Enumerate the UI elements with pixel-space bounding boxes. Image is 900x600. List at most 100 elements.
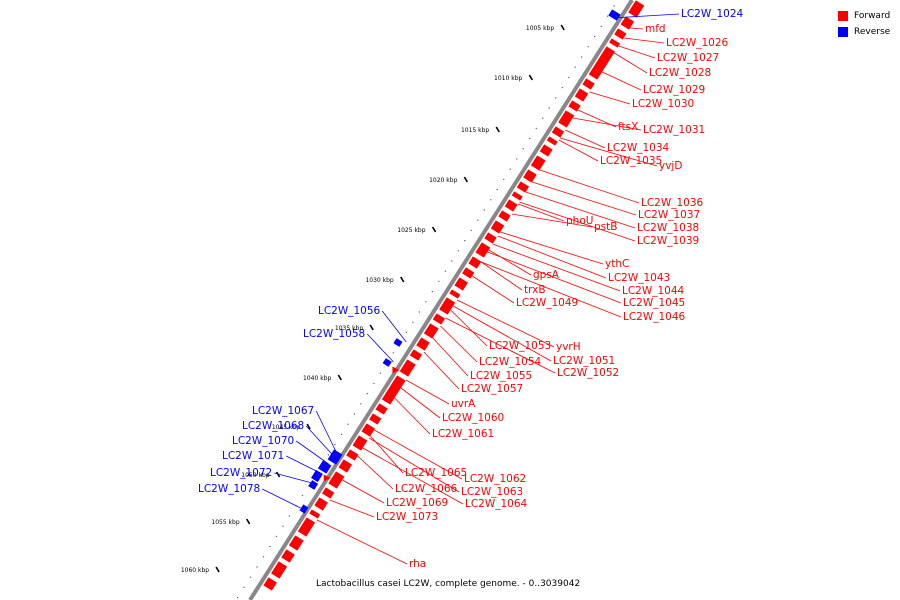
legend-forward-label: Forward: [854, 11, 891, 21]
forward-gene: [309, 509, 321, 519]
forward-label-leader: [614, 52, 648, 74]
forward-gene-label: ythC: [605, 258, 629, 270]
legend: Forward Reverse: [838, 8, 898, 40]
scale-tick-mark: [463, 176, 469, 183]
forward-gene-label: LC2W_1051: [553, 355, 615, 367]
forward-label-leader: [400, 387, 441, 419]
scale-ticks: 1005 kbp 1010 kbp 1015 kbp 1020 kbp 1025 kbp…: [181, 5, 615, 599]
track-dot: [373, 382, 375, 385]
forward-gene-label: yvrH: [556, 341, 581, 353]
forward-gene: [468, 256, 482, 269]
forward-label-leader: [500, 231, 604, 265]
forward-gene: [381, 375, 406, 405]
track-dot: [438, 280, 440, 283]
forward-gene-label: yvjD: [659, 160, 682, 172]
gene-features: [263, 0, 645, 591]
forward-label-leader: [316, 519, 408, 565]
forward-label-leader: [432, 337, 469, 377]
scale-tick-mark: [306, 423, 311, 430]
forward-gene-label: LC2W_1046: [623, 311, 686, 323]
track-dot: [496, 188, 498, 191]
forward-gene-label: LC2W_1065: [405, 467, 467, 479]
track-dot: [470, 229, 473, 232]
forward-gene-label: LC2W_1034: [607, 142, 670, 154]
reverse-gene-label: LC2W_1070: [232, 435, 294, 447]
forward-gene: [546, 136, 558, 146]
forward-label-leader: [342, 479, 385, 504]
forward-label-leader: [511, 213, 593, 228]
forward-label-leader: [423, 351, 460, 390]
forward-label-leader: [525, 191, 636, 229]
scale-tick-label: 1040 kbp: [303, 375, 331, 382]
forward-gene: [449, 289, 461, 299]
track-dot: [269, 545, 271, 548]
track-dot: [262, 556, 265, 558]
forward-gene: [288, 535, 304, 551]
track-dot: [503, 178, 505, 181]
forward-label-leader: [374, 429, 463, 480]
track-dot: [327, 454, 330, 456]
forward-gene-label: LC2W_1064: [465, 498, 528, 510]
forward-gene: [432, 313, 446, 325]
forward-gene: [281, 549, 295, 563]
legend-forward: Forward: [838, 8, 898, 24]
forward-gene: [516, 181, 530, 193]
forward-label-leader: [623, 37, 665, 44]
scale-tick-mark: [245, 518, 251, 525]
reverse-label-leader: [295, 440, 329, 465]
forward-gene: [539, 144, 553, 157]
track-dot: [340, 433, 343, 436]
forward-gene: [484, 232, 497, 244]
forward-label-leader: [450, 309, 488, 347]
forward-gene: [475, 242, 491, 258]
forward-gene-label: LC2W_1027: [657, 52, 719, 64]
track-dot: [236, 596, 239, 599]
scale-tick-label: 1060 kbp: [181, 567, 209, 574]
track-dot: [574, 66, 576, 68]
forward-label-leader: [357, 455, 394, 490]
forward-gene-label: LC2W_1061: [432, 428, 494, 440]
reverse-label-leader: [305, 425, 334, 457]
forward-label-leader: [565, 129, 606, 149]
forward-gene-label: LC2W_1043: [608, 272, 670, 284]
forward-gene: [582, 78, 595, 90]
track-dot: [425, 301, 427, 303]
scale-tick-label: 1055 kbp: [211, 519, 239, 526]
track-dot: [334, 443, 336, 446]
reverse-gene-label: LC2W_1071: [222, 450, 284, 462]
reverse-label-leader: [366, 333, 394, 363]
scale-tick-mark: [275, 471, 281, 478]
track-dot: [366, 392, 369, 395]
forward-label-leader: [558, 139, 599, 162]
track-dot: [483, 209, 485, 211]
reverse-gene-label: LC2W_1058: [303, 328, 365, 340]
track-dot: [457, 250, 460, 252]
figure-caption: Lactobacillus casei LC2W, complete genom…: [316, 579, 581, 589]
scale-tick-label: 1030 kbp: [365, 277, 393, 284]
reverse-label-leader: [286, 455, 323, 475]
reverse-label-leader: [381, 310, 407, 343]
forward-gene-label: LC2W_1036: [641, 197, 704, 209]
forward-gene: [314, 497, 328, 511]
track-dot: [360, 403, 362, 405]
forward-gene: [297, 517, 316, 537]
track-dot: [548, 107, 550, 109]
scale-tick-label: 1050 kbp: [241, 472, 269, 479]
track-dot: [392, 352, 395, 354]
forward-label-leader: [492, 243, 621, 292]
track-dot: [535, 127, 537, 130]
forward-gene-label: rha: [409, 558, 426, 570]
track-dot: [379, 372, 382, 374]
forward-gene: [271, 561, 288, 579]
forward-label-leader: [368, 437, 460, 493]
forward-gene-label: LC2W_1029: [643, 84, 705, 96]
forward-gene: [530, 155, 546, 171]
forward-gene: [369, 413, 382, 425]
forward-gene-label: LC2W_1069: [386, 497, 448, 509]
scale-tick-mark: [495, 126, 500, 133]
forward-gene: [490, 220, 505, 234]
forward-gene-label: LC2W_1028: [649, 67, 711, 79]
forward-gene-label: LC2W_1063: [461, 486, 523, 498]
reverse-label-leader: [315, 410, 337, 453]
